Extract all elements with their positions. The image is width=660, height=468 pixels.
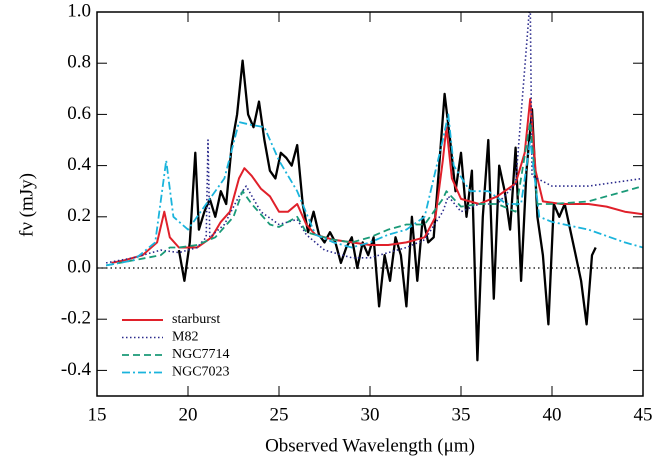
legend-label: NGC7023: [172, 365, 230, 380]
y-tick-label: -0.4: [61, 359, 92, 380]
y-tick-label: 1.0: [67, 0, 91, 21]
y-axis-label: fν (mJy): [16, 173, 37, 237]
x-tick-label: 15: [88, 404, 107, 425]
y-tick-label: 0.2: [67, 205, 91, 226]
plot-area: [97, 12, 643, 362]
x-tick-label: 25: [270, 404, 289, 425]
y-tick-label: 0.8: [67, 52, 91, 73]
legend-label: starburst: [172, 312, 220, 327]
series-line: [111, 98, 643, 264]
y-tick-label: 0.4: [67, 154, 91, 175]
x-axis-label: Observed Wavelength (μm): [265, 435, 475, 456]
x-tick-label: 20: [179, 404, 198, 425]
y-tick-label: -0.2: [61, 308, 91, 329]
x-tick-label: 40: [543, 404, 562, 425]
x-tick-label: 45: [634, 404, 653, 425]
x-tick-label: 35: [452, 404, 471, 425]
x-tick-label: 30: [361, 404, 380, 425]
y-tick-label: 0.0: [67, 256, 91, 277]
legend-label: M82: [172, 330, 198, 345]
series-line: [177, 59, 597, 362]
series-line: [105, 121, 643, 267]
series-line: [105, 12, 643, 264]
legend-label: NGC7714: [172, 347, 230, 362]
series-line: [105, 113, 643, 267]
y-tick-label: 0.6: [67, 103, 91, 124]
